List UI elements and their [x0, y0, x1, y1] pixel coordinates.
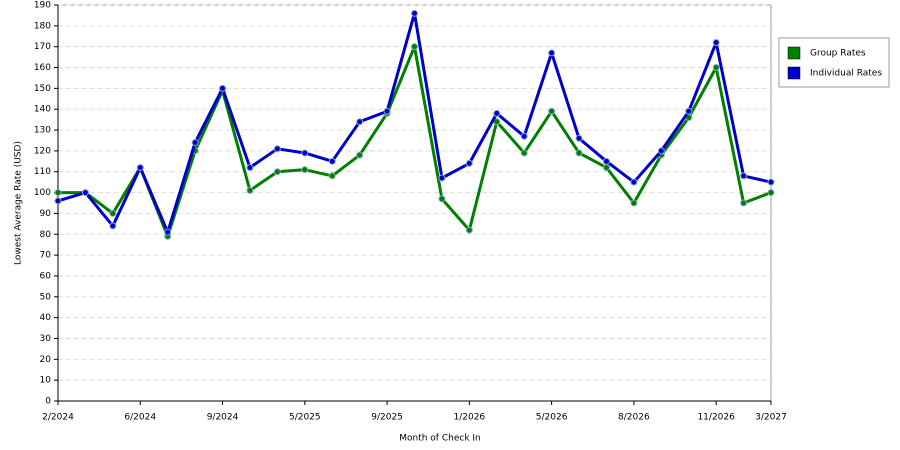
data-point	[301, 149, 309, 157]
y-tick-label: 90	[40, 209, 52, 219]
y-tick-label: 120	[34, 146, 51, 156]
y-tick-label: 0	[45, 397, 51, 407]
y-tick-label: 150	[34, 84, 51, 94]
data-point	[438, 174, 446, 182]
data-point	[191, 139, 199, 147]
x-tick-label: 3/2027	[755, 413, 787, 423]
data-point	[383, 107, 391, 115]
data-point	[548, 107, 556, 115]
y-tick-label: 20	[40, 355, 52, 365]
x-tick-label: 5/2026	[536, 413, 568, 423]
data-point	[740, 172, 748, 180]
data-point	[109, 222, 117, 230]
legend-label: Individual Rates	[810, 69, 882, 79]
data-point	[81, 189, 89, 197]
y-tick-label: 130	[34, 126, 51, 136]
x-tick-label: 5/2025	[289, 413, 321, 423]
data-point	[767, 189, 775, 197]
legend-box	[778, 37, 890, 88]
y-tick-label: 50	[40, 292, 52, 302]
data-point	[246, 164, 254, 172]
data-point	[273, 168, 281, 176]
data-point	[602, 157, 610, 165]
y-tick-label: 110	[34, 167, 51, 177]
y-tick-label: 190	[34, 1, 51, 11]
x-axis-label: Month of Check In	[399, 434, 481, 444]
y-tick-label: 170	[34, 42, 51, 52]
legend-swatch	[787, 46, 801, 60]
y-axis-label: Lowest Average Rate (USD)	[14, 141, 24, 265]
data-point	[767, 178, 775, 186]
y-tick-label: 40	[40, 313, 52, 323]
data-point	[685, 107, 693, 115]
data-point	[164, 228, 172, 236]
data-point	[712, 39, 720, 47]
data-point	[328, 157, 336, 165]
data-point	[712, 64, 720, 72]
data-point	[54, 189, 62, 197]
data-point	[356, 151, 364, 159]
x-tick-label: 9/2025	[371, 413, 403, 423]
x-tick-label: 9/2024	[207, 413, 239, 423]
legend-label: Group Rates	[810, 49, 866, 59]
data-point	[520, 132, 528, 140]
data-point	[246, 186, 254, 194]
data-point	[438, 195, 446, 203]
y-tick-label: 60	[40, 271, 52, 281]
data-point	[219, 84, 227, 92]
data-point	[465, 159, 473, 167]
data-point	[630, 199, 638, 207]
x-tick-label: 8/2026	[618, 413, 650, 423]
data-point	[411, 9, 418, 17]
data-point	[356, 118, 364, 126]
y-tick-label: 180	[34, 21, 51, 31]
x-tick-label: 1/2026	[454, 413, 486, 423]
x-tick-label: 2/2024	[42, 413, 74, 423]
y-tick-label: 80	[40, 230, 52, 240]
data-point	[657, 147, 665, 155]
y-tick-label: 70	[40, 251, 52, 261]
data-point	[548, 49, 556, 57]
legend-swatch	[787, 66, 801, 80]
data-point	[740, 199, 748, 207]
y-tick-label: 160	[34, 63, 51, 73]
y-tick-label: 10	[40, 376, 52, 386]
x-tick-label: 11/2026	[697, 413, 735, 423]
data-point	[575, 149, 583, 157]
data-point	[54, 197, 62, 205]
y-tick-label: 140	[34, 105, 51, 115]
y-tick-label: 100	[34, 188, 51, 198]
data-point	[602, 164, 610, 172]
data-point	[301, 166, 309, 174]
data-point	[465, 226, 473, 234]
data-point	[520, 149, 528, 157]
data-point	[630, 178, 638, 186]
data-point	[328, 172, 336, 180]
x-tick-label: 6/2024	[124, 413, 156, 423]
data-point	[493, 109, 501, 117]
data-point	[136, 164, 144, 172]
data-point	[109, 209, 117, 217]
data-point	[575, 134, 583, 142]
data-point	[273, 145, 281, 153]
data-point	[411, 43, 418, 51]
plot-area	[57, 4, 772, 402]
y-tick-label: 30	[40, 334, 52, 344]
